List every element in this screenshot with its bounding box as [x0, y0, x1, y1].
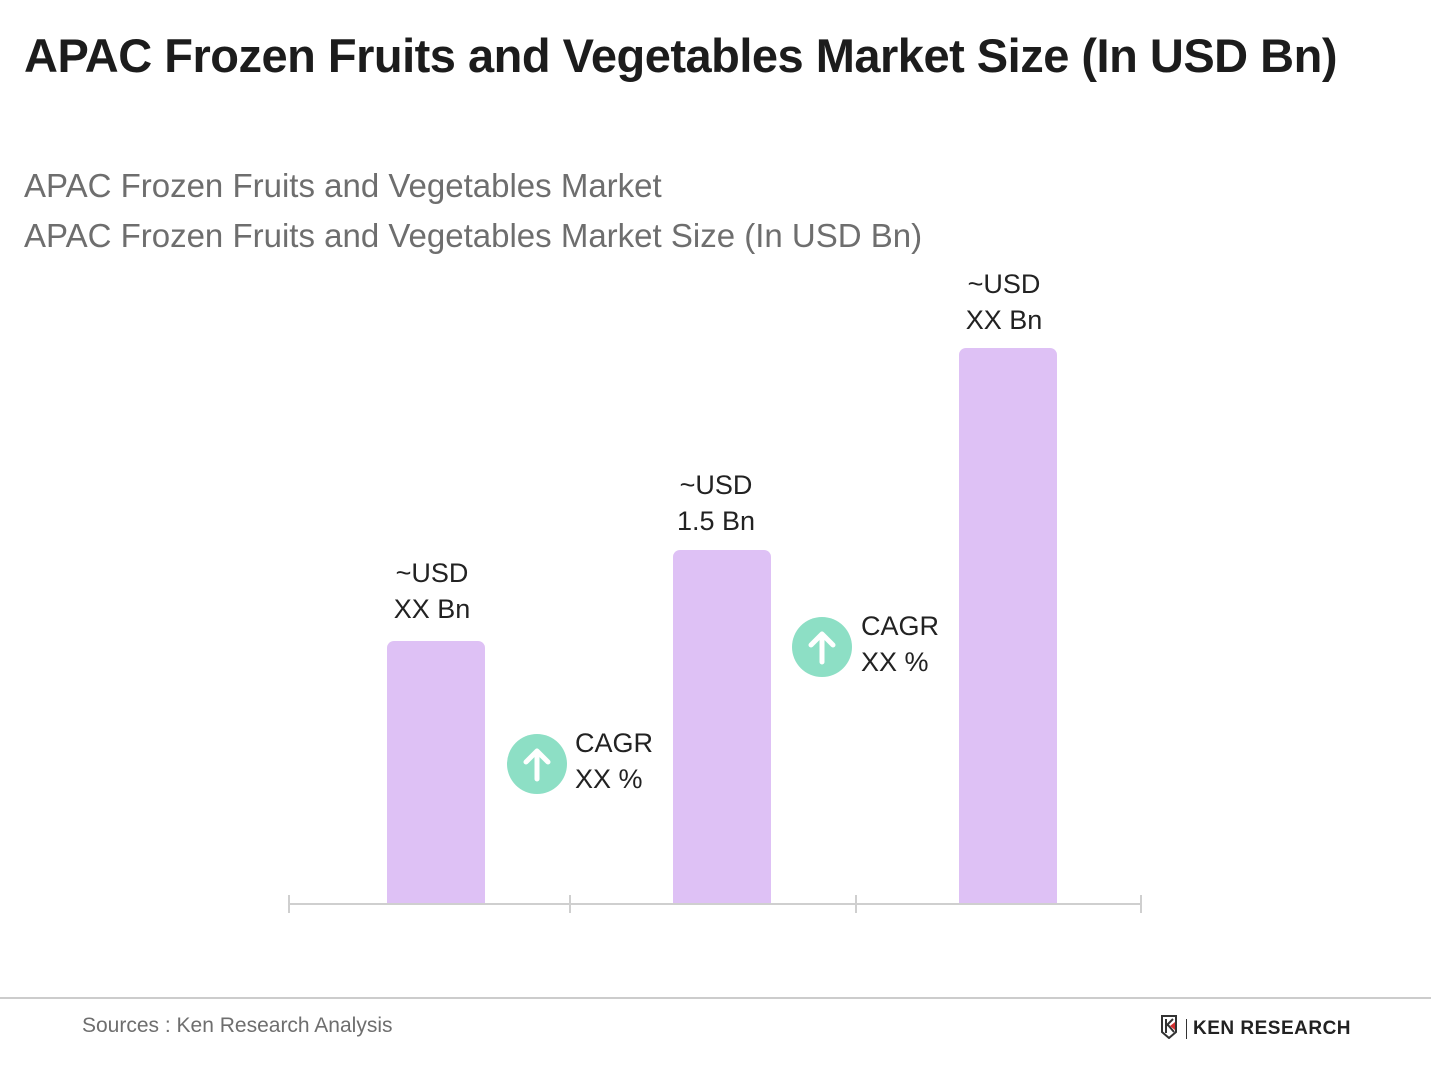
bar-label-line2: 1.5 Bn	[676, 506, 756, 536]
source-note: Sources : Ken Research Analysis	[82, 1014, 393, 1037]
ken-research-logo-icon	[1160, 1014, 1182, 1044]
bar-label-line1: ~USD	[967, 269, 1041, 299]
bar-label-line1: ~USD	[395, 558, 469, 588]
arrow-up-icon	[507, 734, 567, 794]
chart-subtitle-2: APAC Frozen Fruits and Vegetables Market…	[24, 217, 923, 254]
logo-divider	[1186, 1019, 1187, 1039]
x-axis	[289, 903, 1142, 905]
bar-value-label: ~USD 1.5 Bn	[646, 467, 786, 539]
footer-divider	[0, 997, 1431, 999]
ken-research-logo: KEN RESEARCH	[1160, 1014, 1352, 1044]
bar-value-label: ~USD XX Bn	[362, 555, 502, 627]
logo-text: KEN RESEARCH	[1193, 1018, 1352, 1039]
chart-subtitle: APAC Frozen Fruits and Vegetables Market	[24, 167, 662, 204]
x-axis-tick	[569, 895, 571, 913]
bar-label-line1: ~USD	[679, 470, 753, 500]
x-axis-tick	[855, 895, 857, 913]
cagr-label-line2: XX %	[575, 764, 643, 794]
x-axis-tick	[1140, 895, 1142, 913]
bar-label-line2: XX Bn	[393, 594, 471, 624]
cagr-label-line1: CAGR	[861, 611, 940, 641]
cagr-label: CAGR XX %	[861, 608, 939, 680]
cagr-label-line1: CAGR	[575, 728, 654, 758]
bar-3	[959, 348, 1057, 904]
arrow-up-icon	[792, 617, 852, 677]
chart-title: APAC Frozen Fruits and Vegetables Market…	[24, 29, 1337, 82]
bar-2	[673, 550, 771, 904]
cagr-label-line2: XX %	[861, 647, 929, 677]
bar-label-line2: XX Bn	[965, 305, 1043, 335]
cagr-label: CAGR XX %	[575, 725, 653, 797]
bar-1	[387, 641, 485, 904]
x-axis-tick	[288, 895, 290, 913]
bar-value-label: ~USD XX Bn	[934, 266, 1074, 338]
